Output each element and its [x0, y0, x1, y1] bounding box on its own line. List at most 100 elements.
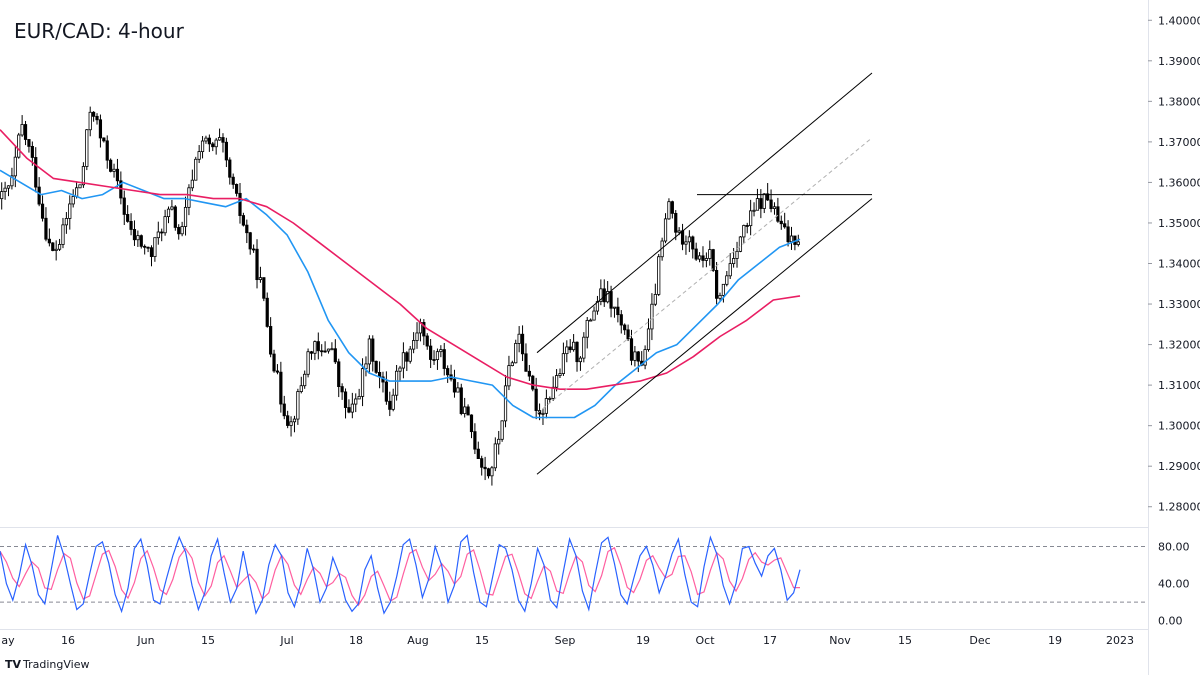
stochastic-oscillator	[0, 534, 801, 616]
candle	[633, 346, 637, 367]
candle-body	[115, 168, 120, 182]
candle-body	[663, 218, 668, 242]
candle	[238, 183, 242, 224]
candle	[231, 173, 235, 189]
candle	[23, 120, 28, 146]
channel-lower-line	[536, 198, 873, 475]
candle-body	[248, 232, 252, 250]
candle-body	[500, 420, 504, 440]
candle-body	[657, 256, 661, 295]
candle	[10, 167, 14, 190]
candle	[599, 279, 603, 306]
candle-body	[78, 184, 82, 189]
candle	[92, 111, 96, 122]
candle-body	[469, 414, 474, 433]
candle	[98, 114, 103, 148]
candle-body	[364, 363, 368, 370]
candle-body	[568, 346, 572, 351]
ema_long-line	[0, 129, 801, 391]
candle-body	[497, 438, 501, 445]
price-tick-label: 1.37000	[1158, 136, 1200, 149]
candle	[456, 382, 460, 393]
candle-body	[92, 111, 96, 117]
candle	[252, 244, 256, 253]
candle-body	[17, 134, 21, 158]
candle	[374, 360, 378, 374]
grid	[0, 0, 1149, 675]
time-tick-label: 19	[636, 634, 650, 647]
candle-body	[330, 348, 334, 351]
candle-body	[180, 226, 184, 235]
candle-body	[473, 431, 477, 450]
candle	[565, 340, 569, 363]
candle	[371, 335, 375, 372]
candle	[333, 339, 337, 365]
candle-body	[503, 385, 508, 422]
candle-body	[173, 206, 177, 228]
candle	[170, 199, 174, 211]
candle-body	[697, 255, 702, 260]
candle	[459, 383, 463, 416]
price-tick-label: 1.39000	[1158, 55, 1200, 68]
candle	[47, 228, 51, 247]
candle	[343, 388, 348, 419]
candle	[783, 212, 787, 229]
candle	[367, 335, 371, 374]
candle	[57, 238, 62, 252]
candle	[357, 388, 361, 400]
candle-body	[619, 314, 623, 326]
candle	[646, 318, 651, 352]
candle-body	[279, 371, 283, 405]
candle	[388, 391, 392, 417]
price-tick-label: 1.34000	[1158, 258, 1200, 271]
candle-body	[466, 406, 470, 416]
price-tick-label: 1.38000	[1158, 95, 1200, 108]
candle	[704, 252, 708, 268]
candle	[595, 295, 600, 315]
candle-body	[718, 294, 722, 299]
candle-body	[303, 373, 307, 387]
candle-body	[578, 357, 583, 363]
candle-body	[439, 349, 443, 353]
candle-body	[493, 443, 497, 469]
candle	[20, 115, 24, 137]
tradingview-logo: TV TradingView	[5, 658, 89, 671]
time-tick-label: Jul	[279, 634, 293, 647]
candle-body	[752, 209, 756, 212]
candle	[786, 220, 790, 247]
candle	[670, 200, 674, 219]
candle-body	[670, 201, 674, 214]
candle	[636, 350, 640, 373]
candle	[745, 222, 749, 234]
candle	[296, 388, 300, 425]
candle-body	[207, 137, 211, 145]
candle	[109, 158, 113, 173]
candle	[422, 319, 426, 346]
candle	[728, 253, 732, 279]
candle	[364, 356, 368, 377]
candle-body	[296, 391, 300, 420]
candle-body	[170, 206, 174, 210]
price-tick-label: 1.31000	[1158, 379, 1200, 392]
candle-body	[71, 196, 75, 205]
candle-body	[769, 199, 773, 209]
price-tick-label: 1.35000	[1158, 217, 1200, 230]
candle	[439, 345, 443, 358]
candle-body	[776, 206, 780, 222]
candle	[476, 441, 480, 459]
candle-body	[527, 370, 531, 377]
candle-body	[74, 187, 79, 197]
candle-body	[122, 197, 126, 215]
trend-channel	[536, 72, 873, 475]
candle	[435, 348, 440, 370]
candle-body	[187, 187, 191, 208]
candle	[578, 356, 583, 371]
candle	[228, 157, 232, 185]
time-tick-label: ay	[1, 634, 15, 647]
candle	[575, 341, 579, 372]
candle	[323, 341, 327, 353]
candle-body	[463, 406, 467, 414]
candle	[691, 235, 695, 259]
